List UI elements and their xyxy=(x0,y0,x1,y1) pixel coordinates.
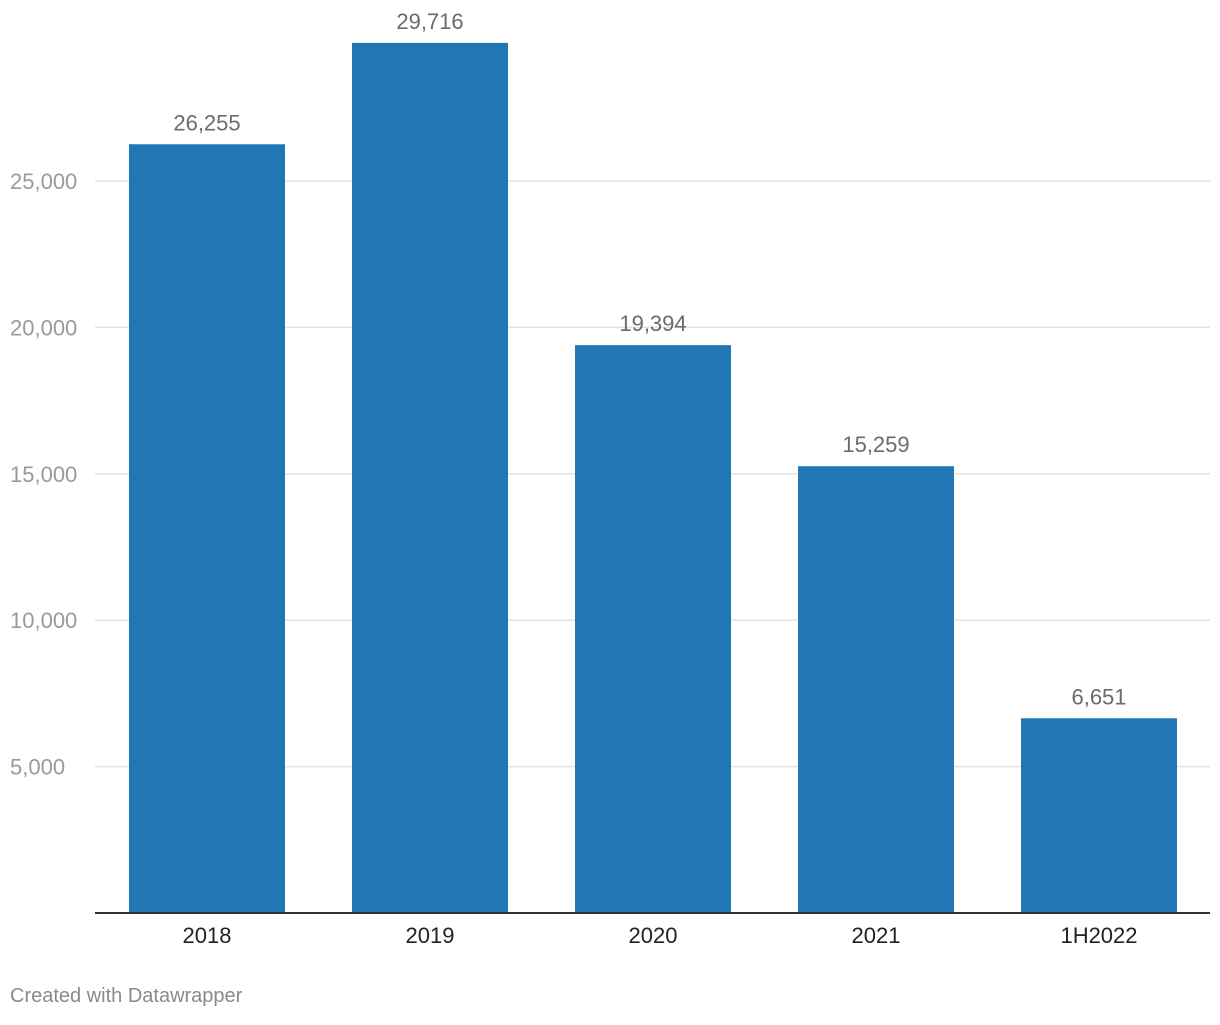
y-tick-label: 20,000 xyxy=(10,315,77,340)
y-tick-label: 10,000 xyxy=(10,608,77,633)
bar-value-label: 29,716 xyxy=(396,9,463,34)
x-axis-ticks: 2018 2019 2020 2021 1H2022 xyxy=(183,923,1138,948)
bar-value-label: 19,394 xyxy=(619,311,686,336)
y-tick-label: 15,000 xyxy=(10,462,77,487)
bar-value-label: 26,255 xyxy=(173,110,240,135)
x-tick-label: 2020 xyxy=(629,923,678,948)
y-tick-label: 25,000 xyxy=(10,169,77,194)
y-axis-ticks: 5,000 10,000 15,000 20,000 25,000 xyxy=(10,169,77,780)
x-tick-label: 2021 xyxy=(852,923,901,948)
bar-2020 xyxy=(575,345,731,913)
x-tick-label: 1H2022 xyxy=(1060,923,1137,948)
bars xyxy=(129,42,1177,913)
bar-2019 xyxy=(352,42,508,913)
bar-value-label: 15,259 xyxy=(842,432,909,457)
bar-2021 xyxy=(798,466,954,913)
bar-1h2022 xyxy=(1021,718,1177,913)
y-tick-label: 5,000 xyxy=(10,755,65,780)
bar-2018 xyxy=(129,144,285,913)
bar-value-label: 6,651 xyxy=(1071,684,1126,709)
credit-text: Created with Datawrapper xyxy=(10,985,243,1007)
x-tick-label: 2018 xyxy=(183,923,232,948)
x-tick-label: 2019 xyxy=(406,923,455,948)
bar-value-labels: 26,255 29,716 19,394 15,259 6,651 xyxy=(173,9,1126,709)
